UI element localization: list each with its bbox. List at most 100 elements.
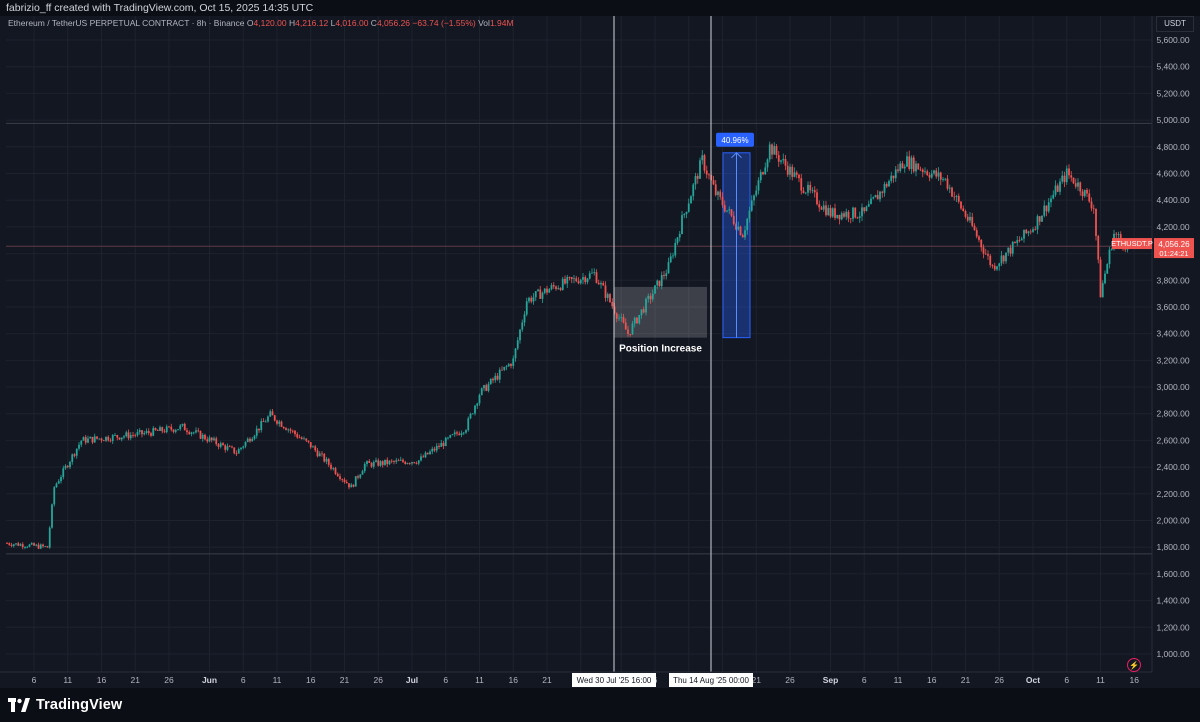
candle-body — [1108, 249, 1111, 265]
lightning-icon[interactable]: ⚡ — [1127, 658, 1141, 672]
measure-arrow-head — [731, 152, 742, 159]
candle-body — [1007, 247, 1010, 253]
candle-body — [8, 543, 11, 545]
candle-body — [1115, 233, 1118, 235]
candle-body — [910, 157, 913, 169]
time-tick-label: 6 — [443, 675, 448, 685]
candle-body — [1090, 201, 1093, 209]
currency-label[interactable]: USDT — [1156, 16, 1194, 32]
candle-body — [260, 421, 263, 431]
candle-body — [539, 289, 542, 299]
candle-body — [786, 165, 789, 175]
candle-body — [744, 230, 746, 238]
candle-body — [1099, 259, 1102, 298]
candle-body — [687, 203, 690, 212]
candle-body — [15, 543, 17, 545]
candle-body — [989, 255, 992, 266]
candle-body — [93, 436, 96, 443]
candle-body — [942, 179, 944, 180]
annotation-zones — [614, 152, 751, 339]
candle-body — [649, 295, 652, 300]
creator-bar: fabrizio_ff created with TradingView.com… — [0, 0, 1200, 16]
price-chart[interactable]: Position Increase 40.96% 5,600.00 5,400.00… — [0, 16, 1200, 688]
candle-body — [303, 438, 305, 440]
candle-body — [294, 430, 296, 435]
close-label: C — [370, 18, 377, 28]
candle-body — [406, 463, 409, 464]
candle-body — [420, 456, 422, 461]
candle-body — [429, 451, 431, 455]
candle-body — [987, 254, 989, 256]
candle-body — [757, 180, 760, 191]
candle-body — [179, 425, 182, 430]
candle-body — [651, 293, 654, 300]
candle-body — [672, 255, 674, 257]
candle-body — [334, 468, 337, 474]
candle-body — [208, 437, 211, 442]
candle-body — [573, 278, 575, 280]
candle-body — [39, 544, 42, 549]
candle-body — [273, 415, 276, 421]
candle-body — [1101, 283, 1104, 298]
candle-body — [289, 429, 292, 431]
symbol-price-tag-bg — [1112, 238, 1152, 250]
candle-body — [183, 423, 186, 431]
candle-body — [901, 163, 904, 169]
candle-body — [1050, 198, 1052, 203]
candle-body — [831, 208, 834, 217]
candle-body — [368, 461, 371, 463]
price-tick-label: 4,800.00 — [1156, 142, 1189, 152]
candle-body — [181, 423, 184, 426]
candle-body — [1052, 194, 1055, 199]
candle-body — [1068, 168, 1070, 176]
candle-body — [602, 282, 605, 286]
candle-body — [150, 433, 152, 436]
candle-body — [48, 527, 51, 548]
candle-body — [390, 460, 393, 462]
candle-body — [883, 184, 886, 193]
candle-body — [861, 207, 863, 217]
candle-body — [1043, 205, 1046, 216]
candle-body — [12, 544, 15, 546]
candle-body — [921, 169, 924, 173]
candle-body — [552, 285, 555, 287]
candle-body — [629, 334, 632, 335]
candle-body — [458, 433, 461, 436]
candle-body — [53, 487, 56, 505]
candle-body — [471, 413, 474, 415]
candle-body — [915, 163, 917, 172]
candle-body — [399, 459, 402, 461]
position-increase-zone — [614, 286, 707, 338]
candle-body — [678, 233, 681, 238]
candle-body — [1029, 231, 1032, 233]
candle-body — [559, 288, 562, 290]
candle-body — [732, 215, 735, 225]
candle-body — [413, 462, 416, 464]
candle-body — [235, 453, 238, 455]
candle-body — [1020, 238, 1023, 241]
time-tick-label: 16 — [927, 675, 937, 685]
crosshair-date-left-bg — [572, 673, 656, 687]
price-tick-label: 1,800.00 — [1156, 542, 1189, 552]
candle-body — [557, 288, 560, 290]
candle-body — [343, 479, 346, 483]
symbol-legend: Ethereum / TetherUS PERPETUAL CONTRACT ·… — [8, 18, 514, 28]
candle-body — [451, 434, 454, 436]
candle-body — [516, 340, 519, 349]
candle-body — [980, 239, 983, 248]
candle-body — [177, 429, 179, 431]
candle-body — [415, 463, 418, 464]
annotation-overlays: Position Increase 40.96% — [613, 16, 754, 672]
candle-body — [982, 247, 985, 254]
candle-body — [969, 216, 971, 221]
candle-body — [1027, 231, 1030, 234]
candle-body — [388, 460, 391, 465]
candle-body — [462, 432, 465, 434]
candle-body — [307, 440, 310, 443]
candle-body — [953, 196, 956, 198]
candle-body — [541, 292, 544, 299]
volume-value: 1.94M — [489, 18, 514, 28]
candle-body — [375, 460, 377, 462]
candle-body — [955, 195, 958, 197]
candle-body — [795, 172, 798, 175]
